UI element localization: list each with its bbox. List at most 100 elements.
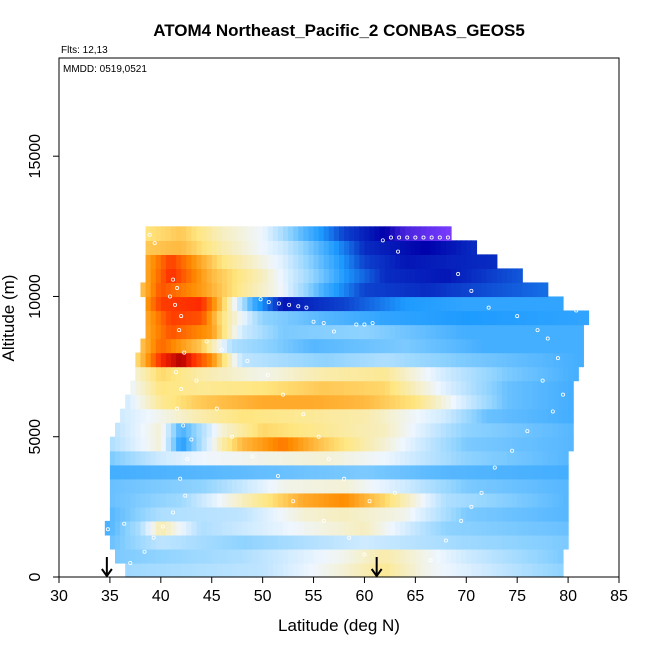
heatmap-cell [552,366,559,382]
heatmap-cell [298,562,304,578]
heatmap-cell [150,492,157,508]
heatmap-cell [242,408,248,424]
heatmap-cell [145,366,152,382]
heatmap-cell [471,520,478,536]
heatmap-cell [486,394,493,410]
heatmap-cell [491,408,498,424]
heatmap-cell [456,562,462,578]
heatmap-cell [227,296,233,312]
heatmap-cell [537,548,544,564]
heatmap-cell [288,226,294,241]
heatmap-cell [481,310,488,326]
heatmap-cell [496,520,503,536]
heatmap-cell [186,478,192,494]
heatmap-cell [252,506,259,522]
heatmap-cell [400,548,406,564]
heatmap-cell [318,240,325,255]
heatmap-cell [318,548,325,564]
heatmap-cell [557,548,564,564]
heatmap-cell [552,520,559,536]
heatmap-cell [547,422,554,438]
heatmap-cell [501,450,508,466]
heatmap-cell [283,338,289,354]
heatmap-cell [227,450,233,466]
heatmap-cell [221,394,228,410]
heatmap-cell [400,296,406,312]
flight-track-point [392,490,397,495]
heatmap-cell [384,226,391,241]
heatmap-cell [298,240,304,255]
heatmap-cell [298,548,304,564]
heatmap-cell [206,226,213,241]
heatmap-cell [527,422,534,438]
heatmap-cell [339,324,345,340]
heatmap-cell [308,534,315,550]
heatmap-cell [227,408,233,424]
heatmap-cell [354,520,360,536]
heatmap-cell [140,520,147,536]
heatmap-cell [298,254,304,270]
heatmap-cell [512,492,518,508]
heatmap-cell [435,464,442,480]
heatmap-cell [227,282,233,298]
heatmap-cell [430,506,437,522]
heatmap-cell [232,534,238,550]
heatmap-cell [272,268,279,284]
heatmap-cell [405,450,411,466]
heatmap-cell [201,268,208,284]
heatmap-cell [165,338,172,354]
heatmap-cell [242,352,248,368]
heatmap-cell [435,492,442,508]
heatmap-cell [150,240,157,255]
heatmap-cell [496,422,503,438]
heatmap-cell [262,282,269,298]
heatmap-cell [440,534,447,550]
heatmap-cell [410,310,416,326]
heatmap-cell [471,450,478,466]
heatmap-cell [379,226,386,241]
heatmap-cell [410,282,416,298]
heatmap-cell [242,562,248,578]
heatmap-cell [298,408,304,424]
heatmap-cell [252,562,259,578]
heatmap-cell [425,506,432,522]
heatmap-cell [451,366,457,382]
heatmap-cell [532,380,539,396]
flight-track-point [265,373,270,378]
heatmap-cell [191,296,198,312]
heatmap-cell [374,226,381,241]
heatmap-cell [313,338,320,354]
heatmap-cell [221,338,228,354]
heatmap-cell [517,366,523,382]
heatmap-cell [328,562,335,578]
heatmap-cell [486,534,493,550]
heatmap-cell [323,310,330,326]
heatmap-cell [247,436,254,452]
heatmap-cell [125,548,131,564]
flight-track-point [443,538,448,543]
heatmap-cell [176,408,182,424]
heatmap-cell [410,478,416,494]
heatmap-cell [186,520,192,536]
heatmap-cell [461,408,467,424]
heatmap-cell [181,296,187,312]
heatmap-cell [196,352,203,368]
heatmap-cell [318,534,325,550]
heatmap-cell [206,450,213,466]
heatmap-cell [354,464,360,480]
heatmap-cell [557,464,564,480]
heatmap-cell [491,352,498,368]
heatmap-cell [445,268,452,284]
heatmap-cell [298,534,304,550]
heatmap-cell [359,478,366,494]
heatmap-cell [186,240,192,255]
heatmap-cell [232,240,238,255]
heatmap-cell [247,408,254,424]
heatmap-cell [109,450,116,466]
heatmap-cell [491,422,498,438]
heatmap-cell [176,562,182,578]
heatmap-cell [333,296,340,312]
heatmap-cell [440,478,447,494]
heatmap-cell [532,492,539,508]
heatmap-cell [232,464,238,480]
